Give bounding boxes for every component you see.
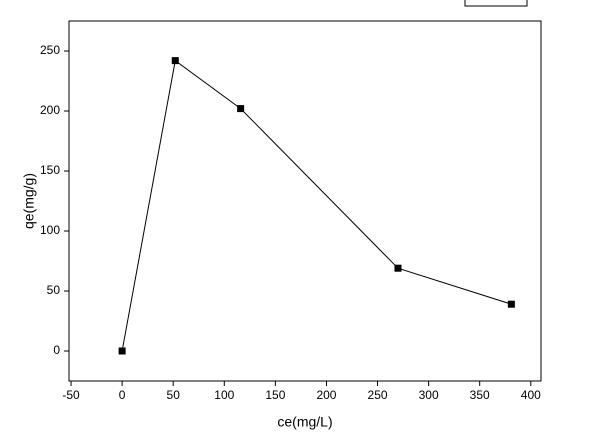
y-tick-label: 0 [53,343,60,357]
x-tick-label: 250 [368,388,388,402]
y-tick-label: 100 [40,223,60,237]
x-tick-label: 150 [265,388,285,402]
x-tick-label: 350 [470,388,490,402]
marker [118,347,126,355]
marker [394,264,402,272]
x-tick-label: 50 [167,388,181,402]
legend-box [464,0,528,7]
y-tick-label: 250 [40,43,60,57]
marker [507,300,515,308]
y-tick-label: 50 [47,283,61,297]
x-tick-label: 400 [521,388,541,402]
y-axis-title: qe(mg/g) [21,173,37,229]
x-tick-label: 100 [214,388,234,402]
x-axis-title: ce(mg/L) [277,414,332,430]
x-tick-label: 200 [316,388,336,402]
marker [237,105,245,113]
x-tick-label: 300 [419,388,439,402]
y-tick-label: 200 [40,103,60,117]
series-line [121,59,512,352]
x-tick-label: -50 [62,388,80,402]
x-tick-label: 0 [119,388,126,402]
plot-frame [68,20,542,382]
marker [171,57,179,65]
y-tick-label: 150 [40,163,60,177]
